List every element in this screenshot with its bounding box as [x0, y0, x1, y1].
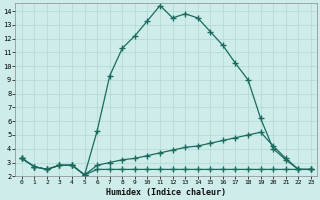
X-axis label: Humidex (Indice chaleur): Humidex (Indice chaleur): [106, 188, 226, 197]
